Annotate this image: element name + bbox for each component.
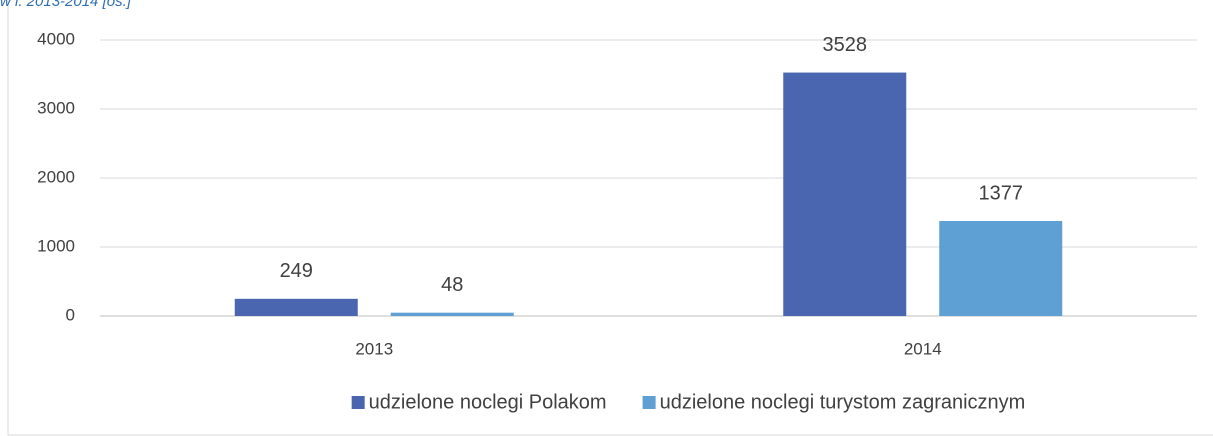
y-tick-label: 2000 [37,167,75,186]
data-label: 249 [280,260,313,282]
bar [783,72,907,317]
data-label: 48 [441,274,463,296]
y-tick-label: 3000 [37,98,75,117]
data-label: 1377 [979,182,1024,204]
legend-item: udzielone noclegi turystom zagranicznym [642,391,1026,413]
chart-frame [7,0,1213,436]
bar [390,312,514,316]
legend-swatch [351,396,365,409]
y-tick-label: 1000 [37,236,75,255]
bar [939,220,1063,316]
data-label: 3528 [823,34,868,56]
legend-label: udzielone noclegi turystom zagranicznym [660,391,1026,413]
legend-swatch [642,396,656,409]
legend-label: udzielone noclegi Polakom [369,391,607,413]
chart-subtitle: w l. 2013-2014 [os.] [0,0,132,10]
y-tick-label: 4000 [37,29,75,48]
x-tick-label: 2013 [355,339,393,358]
legend-item: udzielone noclegi Polakom [351,391,607,413]
x-tick-label: 2014 [904,339,942,358]
y-tick-label: 0 [66,305,75,324]
bar [234,298,358,316]
